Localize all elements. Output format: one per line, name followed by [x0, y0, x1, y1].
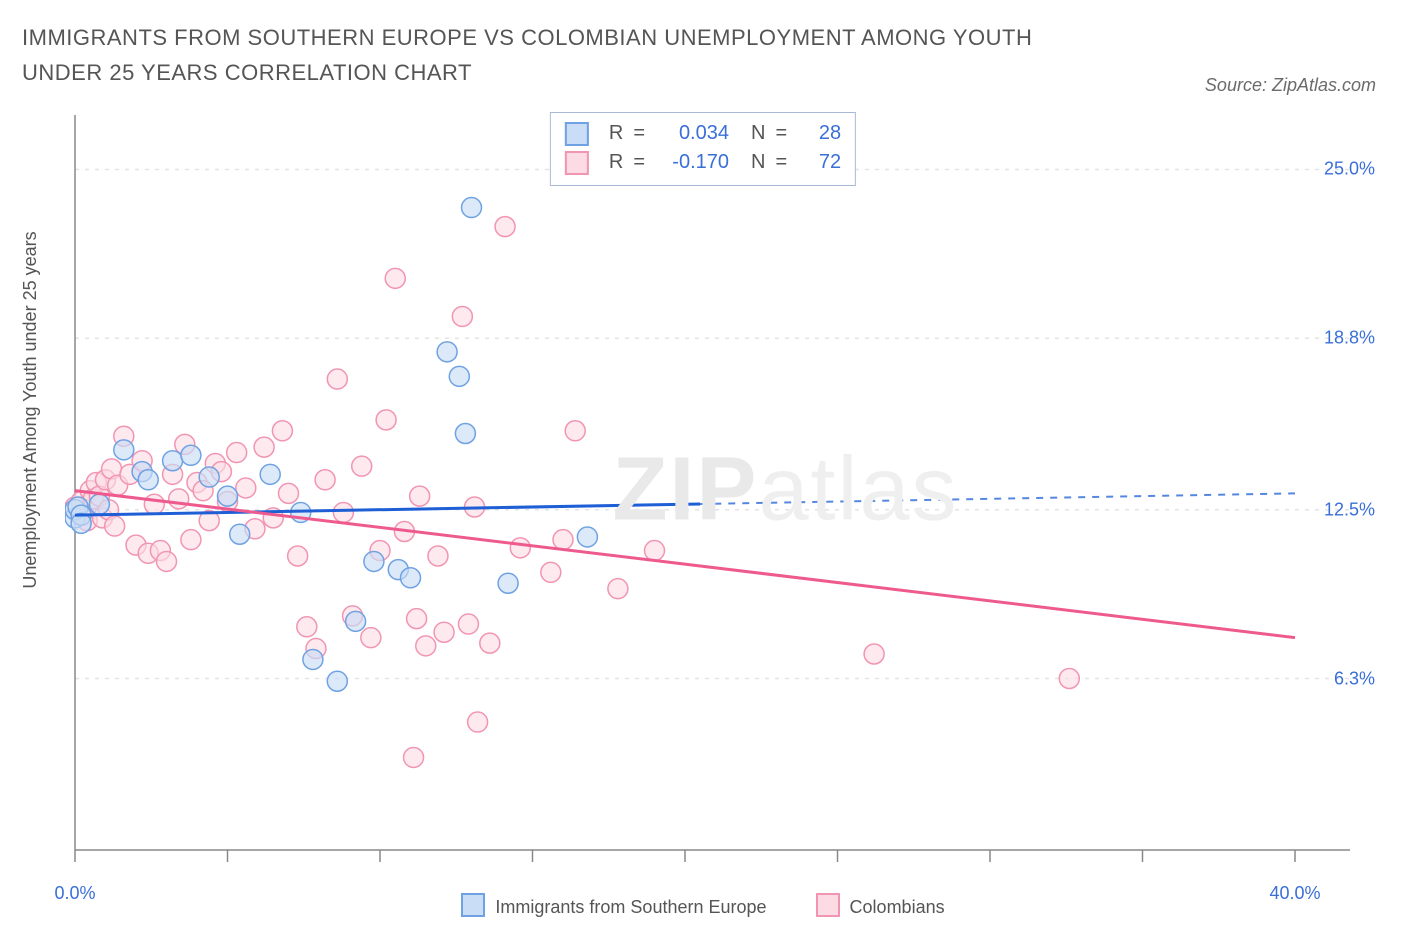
n-value-pink: 72: [797, 148, 841, 177]
legend-item-pink: Colombians: [816, 893, 945, 918]
n-value-blue: 28: [797, 119, 841, 148]
stats-swatch-blue: [565, 122, 589, 146]
legend-label-pink: Colombians: [850, 897, 945, 917]
source-name: ZipAtlas.com: [1272, 75, 1376, 95]
stats-legend-box: R = 0.034 N = 28 R = -0.170 N = 72: [550, 112, 856, 186]
r-label: R: [609, 119, 623, 148]
series-blue: [65, 198, 597, 692]
y-tick-label: 12.5%: [1324, 499, 1375, 520]
r-label: R: [609, 148, 623, 177]
y-tick-label: 18.8%: [1324, 328, 1375, 349]
n-label: N: [751, 119, 765, 148]
source-prefix: Source:: [1205, 75, 1272, 95]
legend-swatch-blue: [461, 893, 485, 917]
r-value-blue: 0.034: [655, 119, 729, 148]
legend-swatch-pink: [816, 893, 840, 917]
bottom-legend: Immigrants from Southern Europe Colombia…: [0, 893, 1406, 918]
stats-row-blue: R = 0.034 N = 28: [565, 119, 841, 148]
legend-item-blue: Immigrants from Southern Europe: [461, 893, 766, 918]
y-tick-label: 25.0%: [1324, 159, 1375, 180]
n-label: N: [751, 148, 765, 177]
chart-title: IMMIGRANTS FROM SOUTHERN EUROPE VS COLOM…: [22, 20, 1072, 90]
scatter-chart: [65, 110, 1375, 870]
r-value-pink: -0.170: [655, 148, 729, 177]
stats-swatch-pink: [565, 151, 589, 175]
series-pink: [65, 217, 1079, 768]
y-axis-label: Unemployment Among Youth under 25 years: [20, 30, 50, 790]
chart-area: ZIPatlas 6.3%12.5%18.8%25.0% 0.0%40.0%: [65, 110, 1375, 870]
source-attribution: Source: ZipAtlas.com: [1205, 75, 1376, 96]
stats-row-pink: R = -0.170 N = 72: [565, 148, 841, 177]
legend-label-blue: Immigrants from Southern Europe: [495, 897, 766, 917]
y-tick-label: 6.3%: [1334, 668, 1375, 689]
